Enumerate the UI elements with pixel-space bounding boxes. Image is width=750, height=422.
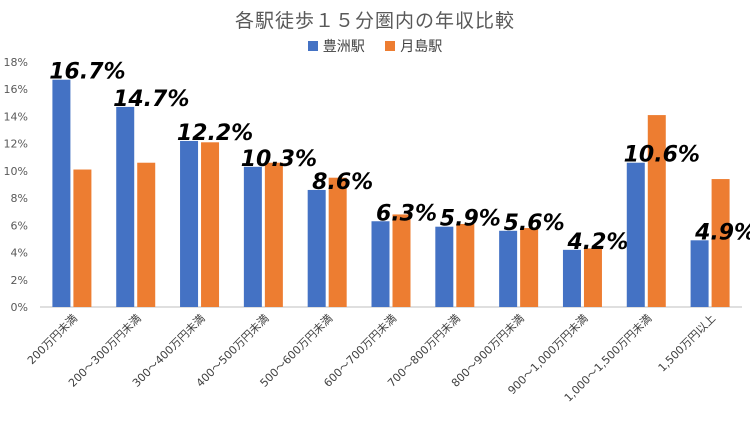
bar-tsukishima xyxy=(328,177,347,307)
bar-toyosu xyxy=(562,249,581,307)
y-tick-label: 2% xyxy=(11,274,28,287)
legend-label-toyosu: 豊洲駅 xyxy=(322,39,365,55)
bar-tsukishima xyxy=(647,115,666,307)
legend-item-tsukishima: 月島駅 xyxy=(385,36,442,56)
y-tick-label: 12% xyxy=(4,138,28,151)
y-tick-label: 8% xyxy=(11,192,28,205)
legend-item-toyosu: 豊洲駅 xyxy=(307,36,365,56)
data-label: 10.3% xyxy=(241,147,317,172)
data-label: 12.2% xyxy=(177,121,253,146)
y-tick-label: 10% xyxy=(4,165,28,178)
bar-toyosu xyxy=(307,189,326,307)
bar-toyosu xyxy=(52,79,71,307)
bar-tsukishima xyxy=(520,228,539,307)
data-label: 4.9% xyxy=(694,220,750,245)
data-label: 5.6% xyxy=(504,211,565,236)
bar-tsukishima xyxy=(137,162,156,307)
bar-toyosu xyxy=(371,221,390,307)
bar-toyosu xyxy=(626,162,645,307)
bar-tsukishima xyxy=(264,162,283,307)
bar-toyosu xyxy=(116,106,135,308)
legend-swatch-tsukishima xyxy=(385,41,396,51)
y-tick-label: 6% xyxy=(11,219,28,232)
y-tick-label: 4% xyxy=(11,247,28,260)
legend: 豊洲駅 月島駅 xyxy=(0,36,750,56)
data-label: 14.7% xyxy=(113,87,189,112)
bar-tsukishima xyxy=(73,169,92,307)
bar-toyosu xyxy=(499,230,518,307)
data-label: 5.9% xyxy=(440,207,501,232)
legend-label-tsukishima: 月島駅 xyxy=(400,39,443,55)
x-tick-label: 1,500万円以上 xyxy=(656,312,719,375)
data-label: 10.6% xyxy=(624,143,700,168)
bar-tsukishima xyxy=(711,179,730,307)
y-tick-label: 16% xyxy=(4,83,28,96)
bar-tsukishima xyxy=(583,248,602,307)
data-label: 8.6% xyxy=(312,170,373,195)
y-tick-label: 14% xyxy=(4,110,28,123)
data-label: 16.7% xyxy=(49,60,125,85)
x-tick-label: 200万円未満 xyxy=(25,312,80,367)
bar-toyosu xyxy=(690,240,709,307)
bar-tsukishima xyxy=(456,223,475,307)
bar-toyosu xyxy=(243,166,262,307)
legend-swatch-toyosu xyxy=(307,41,318,51)
bar-toyosu xyxy=(180,140,199,307)
y-tick-label: 0% xyxy=(11,301,28,314)
bar-tsukishima xyxy=(392,214,411,307)
data-label: 6.3% xyxy=(376,201,437,226)
bar-tsukishima xyxy=(201,142,220,307)
chart-title: 各駅徒歩１５分圏内の年収比較 xyxy=(234,10,515,32)
data-label: 4.2% xyxy=(566,230,628,255)
y-tick-label: 18% xyxy=(4,56,28,69)
bar-toyosu xyxy=(435,226,454,307)
